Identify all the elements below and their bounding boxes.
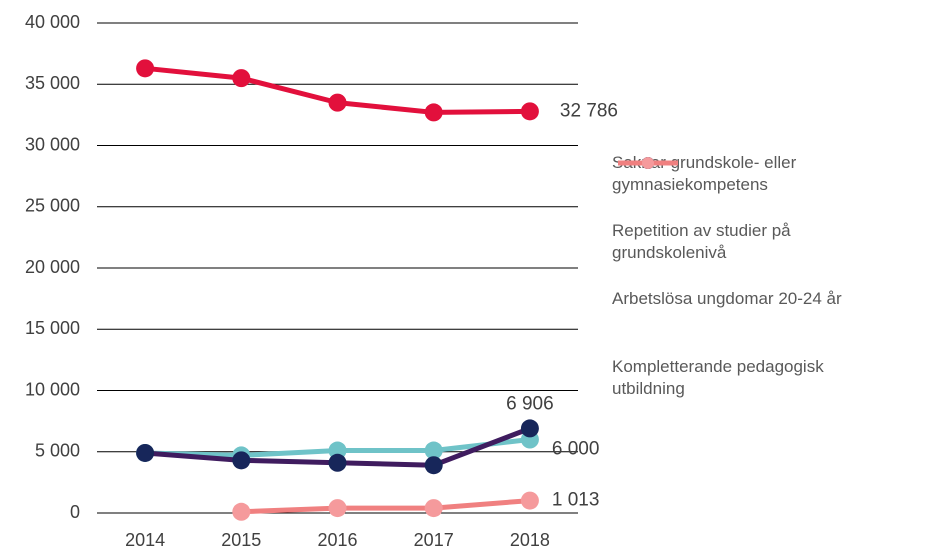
data-label: 32 786	[560, 100, 618, 121]
y-tick-label: 35 000	[25, 73, 80, 93]
legend-label: Saknar grundskole- eller gymnasiekompete…	[612, 153, 797, 194]
marker	[328, 499, 347, 518]
marker	[328, 453, 347, 472]
y-tick-label: 30 000	[25, 134, 80, 154]
y-tick-label: 40 000	[25, 12, 80, 32]
marker	[232, 69, 251, 88]
x-tick-label: 2015	[221, 530, 261, 549]
legend-item: Kompletterande pedagogisk utbildning	[612, 157, 922, 424]
marker	[232, 451, 251, 470]
data-label: 1 013	[552, 490, 600, 511]
legend-item: Repetition av studier på grundskolenivå	[612, 157, 922, 288]
data-label: 6 906	[506, 393, 554, 414]
marker	[424, 456, 443, 475]
x-tick-label: 2018	[510, 530, 550, 549]
legend-label: Kompletterande pedagogisk utbildning	[612, 357, 824, 398]
x-tick-label: 2014	[125, 530, 165, 549]
series-line	[241, 498, 531, 515]
legend-label: Arbetslösa ungdomar 20-24 år	[612, 289, 842, 308]
marker	[136, 59, 155, 78]
legend: Saknar grundskole- eller gymnasiekompete…	[612, 152, 922, 424]
marker	[424, 441, 443, 460]
legend-marker	[642, 157, 654, 169]
x-tick-label: 2017	[414, 530, 454, 549]
x-tick-label: 2016	[317, 530, 357, 549]
y-tick-label: 25 000	[25, 196, 80, 216]
y-tick-label: 15 000	[25, 318, 80, 338]
y-tick-label: 10 000	[25, 379, 80, 399]
legend-item: Arbetslösa ungdomar 20-24 år	[612, 157, 922, 356]
marker	[520, 419, 539, 438]
data-label: 6 000	[552, 439, 600, 460]
marker	[136, 443, 155, 462]
y-tick-label: 20 000	[25, 257, 80, 277]
marker	[520, 491, 539, 510]
marker	[424, 499, 443, 518]
legend-swatch	[618, 157, 678, 169]
legend-label: Repetition av studier på grundskolenivå	[612, 221, 791, 262]
marker	[232, 502, 251, 521]
marker	[328, 93, 347, 112]
marker	[520, 102, 539, 121]
marker	[424, 103, 443, 122]
y-tick-label: 0	[70, 502, 80, 522]
y-tick-label: 5 000	[35, 441, 80, 461]
